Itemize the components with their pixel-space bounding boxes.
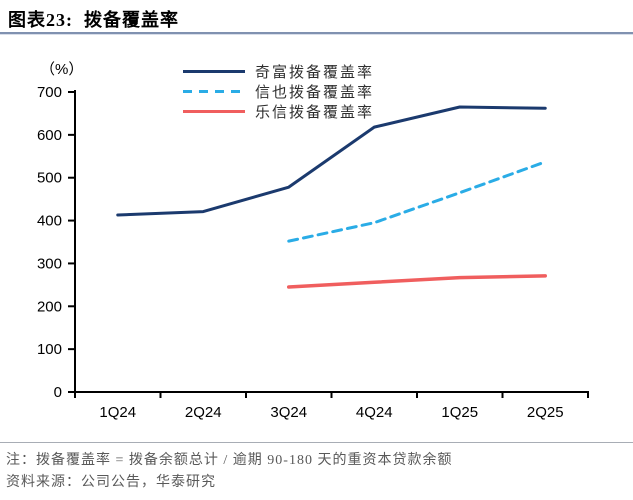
series-line-0 — [116, 105, 547, 217]
y-tick-label: 600 — [37, 127, 62, 144]
footer-note: 注：拨备覆盖率 = 拨备余额总计 / 逾期 90-180 天的重资本贷款余额 — [6, 453, 453, 468]
legend-label: 信也拨备覆盖率 — [255, 84, 375, 101]
y-tick-label: 100 — [37, 341, 62, 358]
title-underline — [0, 32, 633, 35]
y-tick-label: 0 — [54, 384, 62, 401]
x-tick-label: 3Q24 — [270, 404, 307, 421]
chart-title: 图表23: 拨备覆盖率 — [8, 10, 179, 30]
legend-item-qifu: 奇富拨备覆盖率 — [183, 61, 374, 81]
legend: 奇富拨备覆盖率 信也拨备覆盖率 乐信拨备覆盖率 — [183, 61, 374, 121]
footer-source: 资料来源：公司公告，华泰研究 — [6, 475, 216, 490]
axes — [74, 90, 589, 393]
x-tick-label: 1Q24 — [99, 404, 136, 421]
series-line-1 — [287, 160, 547, 243]
legend-item-xinye: 信也拨备覆盖率 — [183, 81, 374, 101]
legend-line-solid-navy — [183, 69, 245, 73]
legend-item-lexin: 乐信拨备覆盖率 — [183, 101, 374, 121]
legend-line-solid-red — [183, 109, 245, 113]
footer-divider — [0, 442, 633, 443]
series-line-2 — [287, 274, 547, 289]
y-tick-label: 700 — [37, 84, 62, 101]
line-chart: 0 100 200 300 400 500 600 700 1Q24 2Q24 3Q24 4Q24 1Q… — [37, 84, 589, 421]
y-tick-label: 500 — [37, 170, 62, 187]
x-tick-label: 2Q24 — [185, 404, 222, 421]
x-tick-label: 4Q24 — [356, 404, 393, 421]
y-tick-label: 200 — [37, 298, 62, 315]
y-axis-unit-label: （%） — [40, 61, 84, 78]
y-tick-label: 400 — [37, 213, 62, 230]
legend-label: 奇富拨备覆盖率 — [255, 64, 375, 81]
x-tick-label: 1Q25 — [441, 404, 478, 421]
x-tick-label: 2Q25 — [527, 404, 564, 421]
legend-line-dashed-cyan — [183, 89, 245, 93]
y-tick-label: 300 — [37, 255, 62, 272]
legend-label: 乐信拨备覆盖率 — [255, 104, 375, 121]
